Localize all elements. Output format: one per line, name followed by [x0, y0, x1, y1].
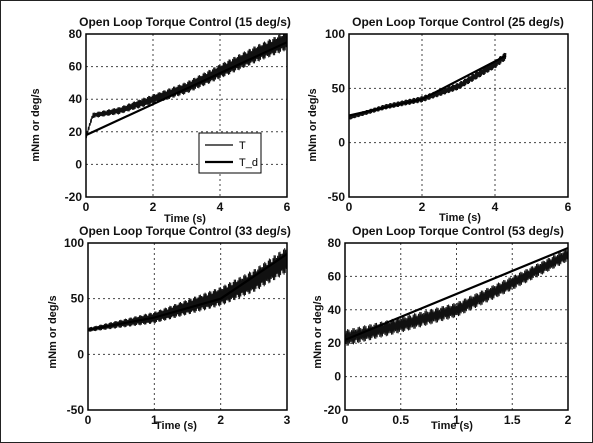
y-tick-label: 40 — [328, 303, 342, 317]
y-tick-label: 50 — [332, 81, 346, 95]
legend-entry: T — [239, 140, 246, 152]
x-tick-label: 3 — [284, 413, 291, 427]
y-tick-label: 100 — [64, 236, 84, 250]
legend: T T_d — [198, 132, 262, 174]
axes-frame — [344, 242, 569, 411]
y-tick-label: 0 — [77, 347, 84, 361]
series-group — [345, 246, 568, 346]
series-group — [86, 34, 287, 139]
series-line-desired — [349, 54, 507, 117]
series-line-desired — [88, 253, 287, 331]
y-tick-label: 60 — [328, 269, 342, 283]
legend-box — [198, 132, 262, 174]
y-tick-label: 0 — [338, 136, 345, 150]
series-group — [349, 52, 507, 120]
series-line-desired — [345, 246, 568, 341]
subplot-title: Open Loop Torque Control (25 deg/s) — [352, 15, 564, 29]
x-tick-label: 0 — [342, 413, 349, 427]
x-axis-label: Time (s) — [431, 420, 473, 432]
x-tick-label: 1 — [151, 413, 158, 427]
subplot-15-deg-s: Open Loop Torque Control (15 deg/s) mNm … — [30, 15, 291, 225]
x-tick-label: 2 — [565, 413, 572, 427]
legend-entry: T_d — [239, 157, 258, 169]
x-tick-label: 2 — [419, 200, 426, 214]
x-tick-label: 1 — [453, 413, 460, 427]
subplot-53-deg-s: Open Loop Torque Control (53 deg/s) mNm … — [312, 224, 572, 432]
axes-frame — [348, 33, 569, 198]
x-tick-label: 1.5 — [504, 413, 521, 427]
x-tick-label: 4 — [217, 200, 224, 214]
subplot-title: Open Loop Torque Control (53 deg/s) — [352, 224, 564, 238]
subplot-25-deg-s: Open Loop Torque Control (25 deg/s) mNm … — [307, 15, 572, 224]
series-line-measured — [88, 248, 287, 332]
y-tick-label: -50 — [67, 403, 85, 417]
y-tick-label: 20 — [328, 336, 342, 350]
series-line-desired — [86, 41, 287, 137]
series-group — [88, 248, 287, 332]
x-tick-label: 0 — [346, 200, 353, 214]
subplot-title: Open Loop Torque Control (15 deg/s) — [79, 15, 291, 29]
x-tick-label: 0.5 — [392, 413, 409, 427]
y-tick-label: 0 — [334, 370, 341, 384]
x-tick-label: 2 — [217, 413, 224, 427]
y-tick-label: 50 — [71, 292, 85, 306]
y-tick-label: -50 — [328, 190, 346, 204]
series-line-measured — [345, 249, 568, 346]
y-axis-label: mNm or deg/s — [47, 295, 59, 368]
x-tick-label: 6 — [284, 200, 291, 214]
y-tick-label: 100 — [325, 27, 345, 41]
y-tick-label: 20 — [69, 125, 83, 139]
x-tick-label: 4 — [492, 200, 499, 214]
x-tick-label: 2 — [150, 200, 157, 214]
y-tick-label: 80 — [69, 27, 83, 41]
axes-frame — [87, 242, 288, 411]
x-tick-label: 0 — [85, 413, 92, 427]
y-axis-label: mNm or deg/s — [307, 88, 319, 161]
y-axis-label: mNm or deg/s — [30, 88, 42, 161]
y-tick-label: 80 — [328, 236, 342, 250]
y-tick-label: 40 — [69, 92, 83, 106]
y-axis-label: mNm or deg/s — [312, 295, 324, 368]
y-tick-label: 0 — [75, 157, 82, 171]
y-tick-label: -20 — [324, 403, 342, 417]
subplot-title: Open Loop Torque Control (33 deg/s) — [79, 224, 291, 238]
y-tick-label: -20 — [65, 190, 83, 204]
x-tick-label: 6 — [565, 200, 572, 214]
x-axis-label: Time (s) — [164, 213, 206, 225]
y-tick-label: 60 — [69, 60, 83, 74]
axes-frame — [85, 33, 288, 198]
x-tick-label: 0 — [83, 200, 90, 214]
x-axis-label: Time (s) — [439, 212, 481, 224]
x-axis-label: Time (s) — [155, 420, 197, 432]
subplot-33-deg-s: Open Loop Torque Control (33 deg/s) mNm … — [47, 224, 291, 432]
